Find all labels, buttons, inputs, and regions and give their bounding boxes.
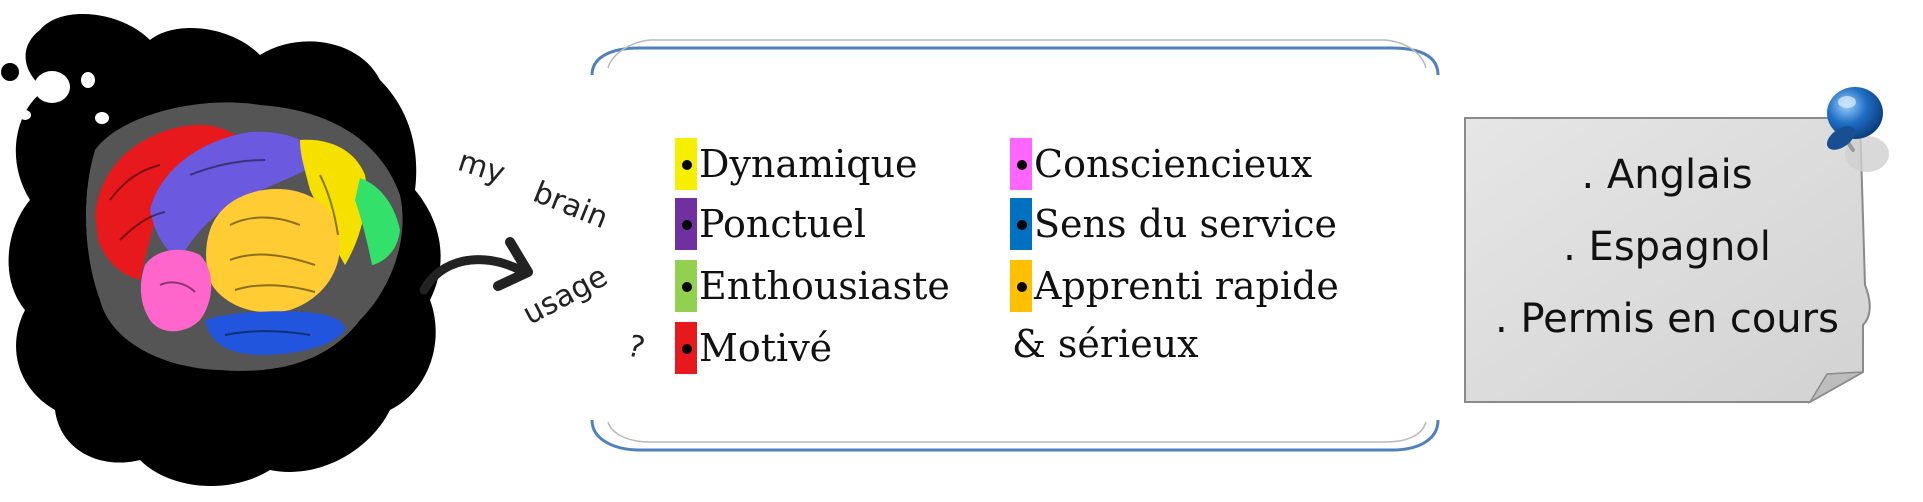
quality-item-serieux: & sérieux [1012,322,1199,366]
quality-bullet-yellow [675,138,697,190]
brain-illustration [1,13,441,487]
curved-arrow-icon [419,237,533,295]
quality-item-consciencieux: Consciencieux [1010,138,1312,190]
quality-bullet-orange [1010,260,1032,312]
quality-label: Ponctuel [699,202,867,246]
pushpin-icon [1826,87,1883,150]
quality-bullet-green [675,260,697,312]
quality-item-apprenti-rapide: Apprenti rapide [1010,260,1339,312]
quality-label: Motivé [699,326,833,370]
quality-label: & sérieux [1012,322,1199,366]
sticky-note [1464,87,1889,405]
note-line-espagnol: . Espagnol [1563,224,1771,270]
quality-label: Dynamique [699,142,918,186]
quality-bullet-pink [1010,138,1032,190]
quality-label: Sens du service [1034,202,1337,246]
quality-label: Apprenti rapide [1034,264,1339,308]
qualities-box-frame [590,39,1440,452]
quality-item-motive: Motivé [675,322,832,374]
quality-bullet-blue [1010,198,1032,250]
brain-yellow-lobe [300,139,367,265]
brain-blue-lobe [205,311,345,355]
quality-item-ponctuel: Ponctuel [675,198,866,250]
brain-red-lobe [95,124,235,280]
brain-purple-lobe [150,131,325,260]
quality-bullet-purple [675,198,697,250]
quality-label: Consciencieux [1034,142,1313,186]
quality-item-sens-du-service: Sens du service [1010,198,1337,250]
quality-item-enthousiaste: Enthousiaste [675,260,950,312]
brain-green-lobe [355,178,400,265]
brain-pink-lobe [140,249,212,332]
note-line-permis: . Permis en cours [1495,296,1839,342]
brain-gold-lobe [206,189,340,313]
quality-item-dynamique: Dynamique [675,138,918,190]
quality-bullet-red [675,322,697,374]
note-line-anglais: . Anglais [1581,152,1753,198]
quality-label: Enthousiaste [699,264,950,308]
